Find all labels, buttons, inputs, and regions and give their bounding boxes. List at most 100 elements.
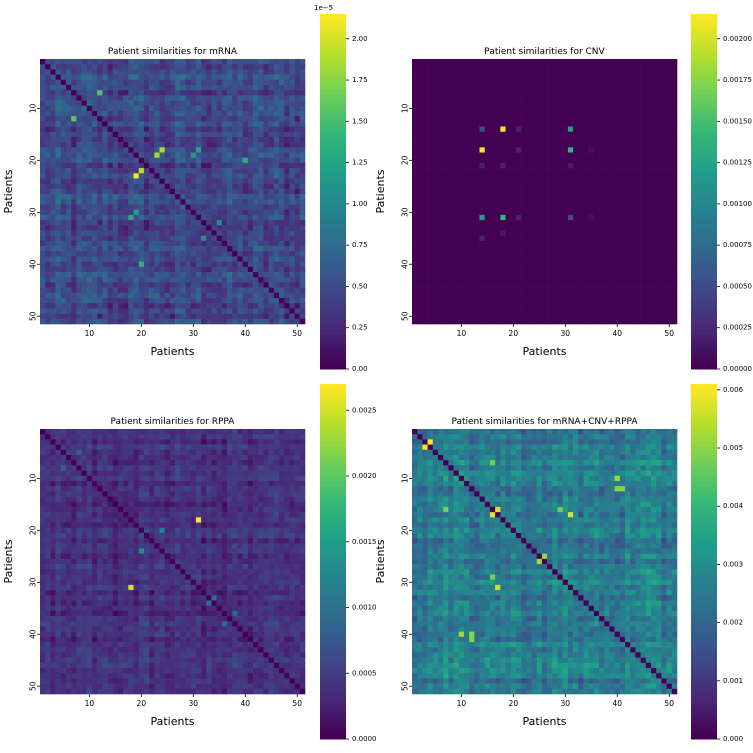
heatmap-cell (91, 142, 98, 148)
heatmap-cell (515, 59, 522, 65)
heatmap-cell (427, 84, 434, 91)
heatmap-cell (583, 90, 589, 96)
heatmap-cell (599, 277, 605, 283)
heatmap-cell (216, 240, 223, 247)
heatmap-cell (453, 121, 460, 127)
heatmap-cell (65, 298, 72, 304)
heatmap-cell (169, 277, 176, 283)
heatmap-cell (562, 105, 569, 112)
heatmap-cell (562, 121, 569, 127)
heatmap-cell (289, 136, 295, 143)
heatmap-cell (123, 90, 129, 96)
heatmap-cell (630, 152, 636, 159)
heatmap-cell (201, 59, 207, 65)
heatmap-cell (154, 162, 160, 169)
heatmap-cell (526, 126, 532, 133)
heatmap-cell (253, 131, 259, 138)
heatmap-cell (206, 287, 212, 294)
heatmap-cell (45, 59, 51, 65)
heatmap-cell (45, 277, 51, 283)
heatmap-cell (268, 152, 275, 159)
heatmap-cell (505, 105, 512, 112)
heatmap-cell (484, 142, 491, 148)
heatmap-cell (666, 79, 673, 86)
heatmap-cell (117, 313, 124, 320)
heatmap-cell (97, 79, 103, 86)
heatmap-cell (474, 287, 480, 294)
y-tick-label: 10 (29, 103, 38, 113)
heatmap-cell (221, 240, 228, 247)
heatmap-cell (625, 178, 631, 185)
heatmap-cell (138, 318, 145, 325)
heatmap-cell (81, 298, 88, 304)
heatmap-cell (216, 277, 223, 283)
heatmap-cell (671, 230, 678, 236)
heatmap-cell (640, 194, 647, 200)
colorbar-segment (320, 164, 346, 170)
heatmap-cell (635, 157, 641, 164)
heatmap-cell (495, 256, 501, 262)
heatmap-cell (86, 79, 93, 86)
heatmap-cell (284, 194, 290, 200)
heatmap-cell (651, 59, 657, 65)
heatmap-cell (666, 64, 673, 70)
heatmap-cell (427, 272, 434, 278)
heatmap-cell (552, 220, 558, 226)
heatmap-cell (221, 142, 228, 148)
heatmap-cell (117, 142, 124, 148)
heatmap-cell (242, 84, 249, 91)
heatmap-cell (583, 277, 589, 283)
heatmap-cell (102, 240, 108, 247)
heatmap-cell (489, 209, 496, 216)
heatmap-cell (541, 277, 548, 283)
heatmap-cell (671, 209, 678, 216)
heatmap-cell (567, 209, 574, 216)
heatmap-cell (474, 64, 480, 70)
heatmap-cell (91, 131, 98, 138)
heatmap-cell (190, 95, 197, 101)
colorbar-segment (320, 324, 346, 330)
heatmap-cell (531, 240, 538, 247)
heatmap-cell (417, 131, 423, 138)
heatmap-cell (583, 121, 589, 127)
heatmap-cell (112, 199, 119, 205)
heatmap-cell (65, 157, 72, 164)
heatmap-cell (484, 194, 491, 200)
heatmap-cell (128, 126, 134, 133)
heatmap-cell (242, 214, 249, 221)
heatmap-cell (195, 235, 202, 242)
heatmap-cell (656, 64, 662, 70)
heatmap-cell (112, 313, 119, 320)
heatmap-cell (227, 287, 233, 294)
heatmap-cell (521, 168, 527, 174)
heatmap-cell (599, 126, 605, 133)
heatmap-cell (232, 266, 238, 273)
heatmap-cell (552, 84, 558, 91)
heatmap-cell (635, 194, 641, 200)
heatmap-cell (76, 318, 82, 325)
heatmap-cell (133, 230, 140, 236)
heatmap-cell (55, 199, 62, 205)
heatmap-cell (190, 157, 197, 164)
heatmap-cell (671, 79, 678, 86)
heatmap-cell (169, 318, 176, 325)
heatmap-cell (609, 256, 615, 262)
heatmap-cell (263, 261, 269, 268)
heatmap-cell (107, 100, 114, 107)
heatmap-cell (164, 69, 171, 75)
heatmap-cell (149, 225, 155, 231)
heatmap-cell (159, 95, 166, 101)
heatmap-cell (427, 209, 434, 216)
heatmap-cell (573, 246, 579, 252)
colorbar-segment (320, 62, 346, 68)
heatmap-cell (495, 261, 501, 268)
heatmap-cell (515, 147, 522, 153)
heatmap-cell (71, 90, 77, 96)
heatmap-cell (149, 235, 155, 242)
heatmap-cell (593, 178, 600, 185)
heatmap-cell (55, 100, 62, 107)
heatmap-cell (552, 240, 558, 247)
colorbar-offset-label: 1e−5 (314, 4, 333, 12)
heatmap-cell (640, 147, 647, 153)
heatmap-cell (510, 256, 517, 262)
